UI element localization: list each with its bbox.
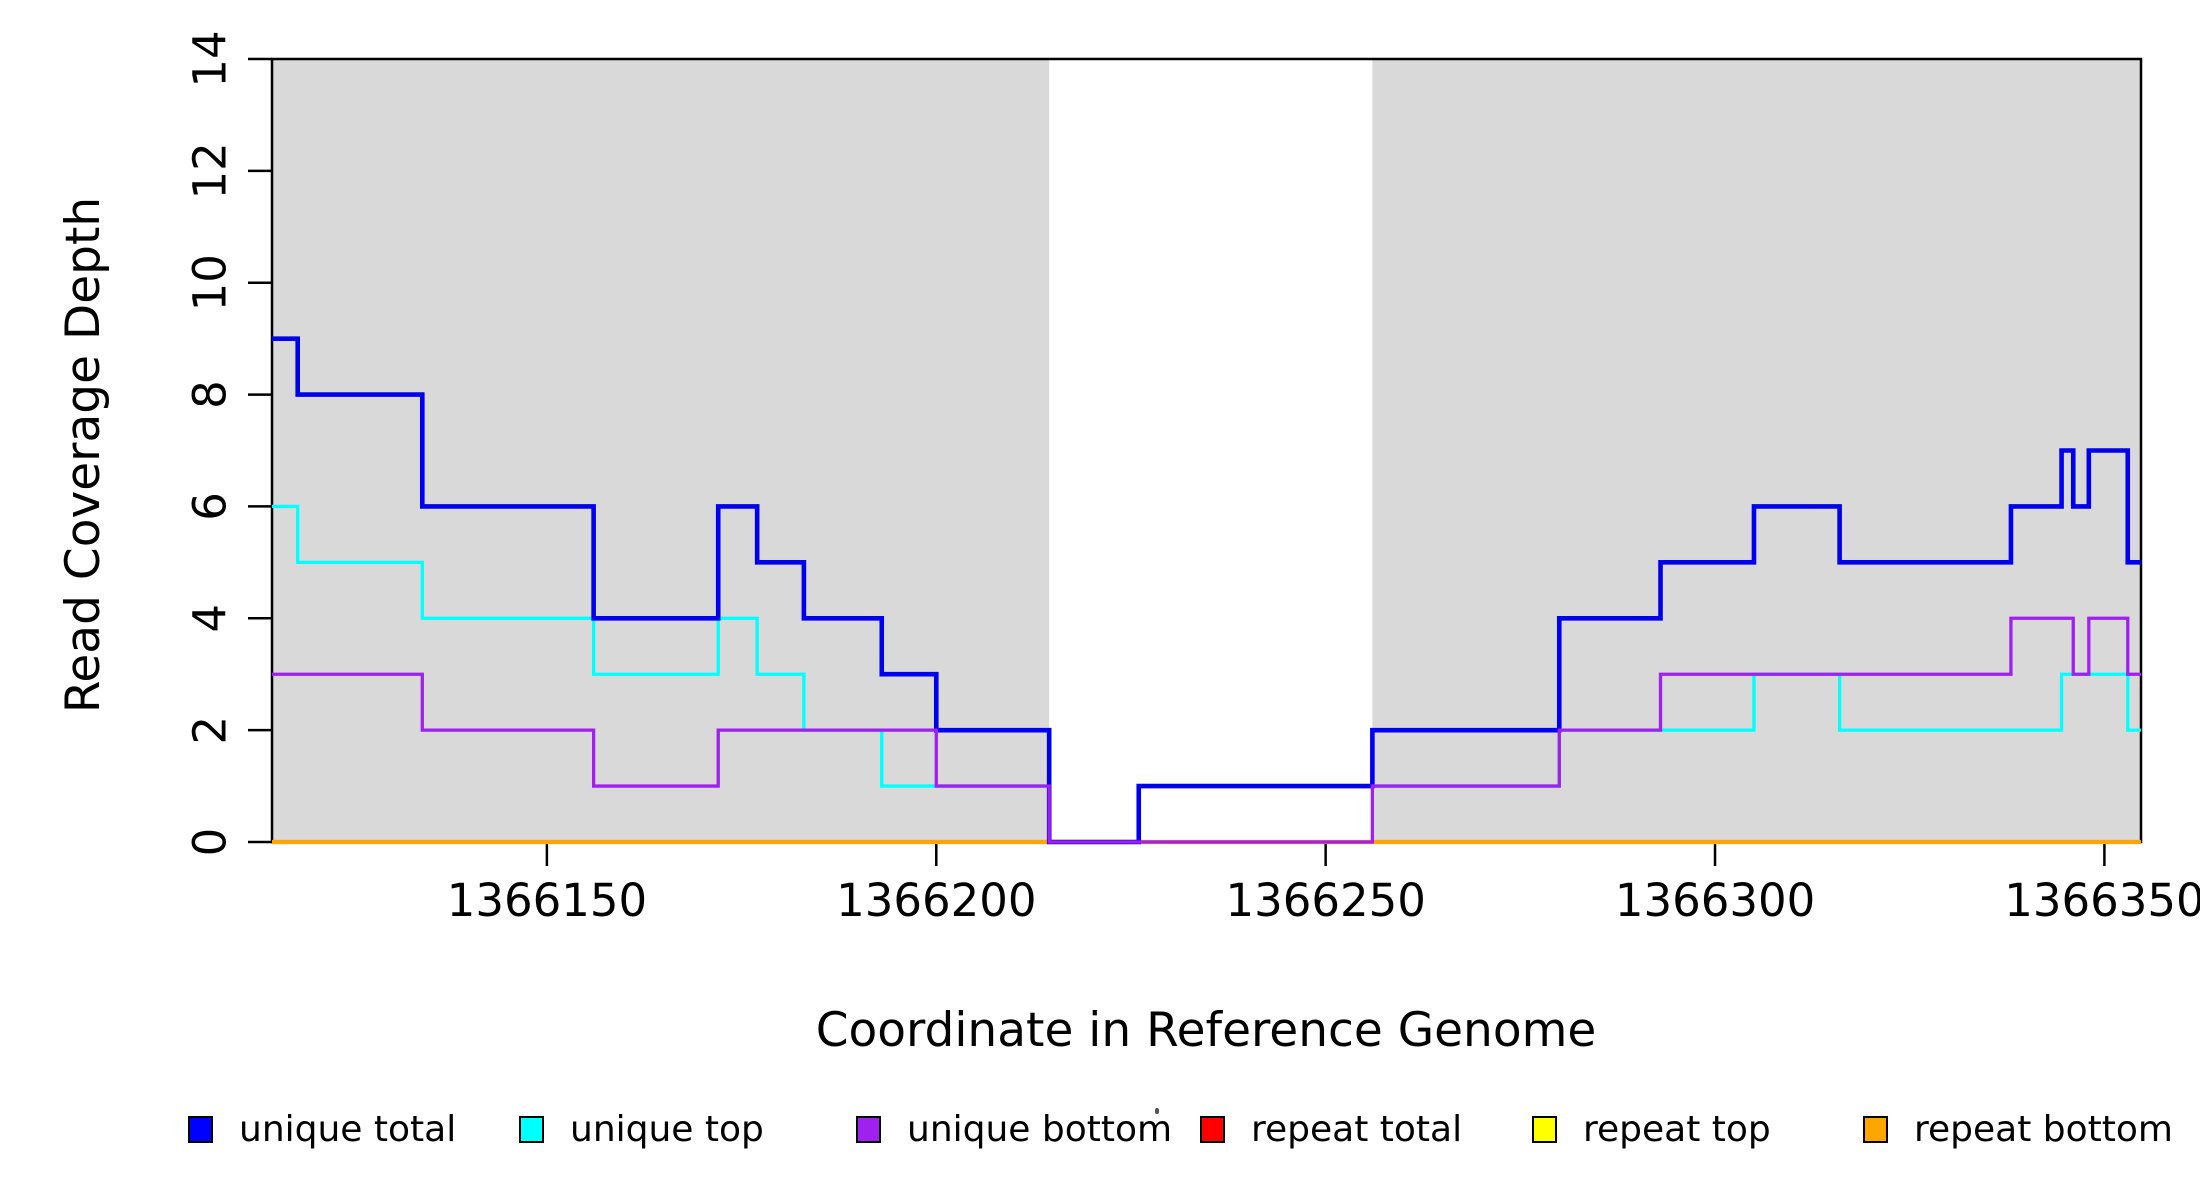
x-tick-label: 1366350 [2004,874,2200,927]
shaded-region [272,59,1050,842]
y-tick-label: 0 [184,828,237,857]
legend-label: unique total [239,1108,457,1150]
y-tick-label: 12 [184,142,237,199]
legend-item-repeat-top: repeat top [1532,1104,1771,1154]
y-tick-label: 8 [184,380,237,409]
legend-item-unique-total: unique total [188,1104,456,1154]
y-tick-label: 10 [184,254,237,311]
repeat-bottom-swatch [1863,1115,1888,1143]
legend-item-repeat-bottom: repeat bottom [1863,1104,2173,1154]
y-tick-label: 14 [184,30,237,87]
legend-label: repeat bottom [1914,1108,2173,1150]
y-tick-label: 6 [184,492,237,521]
repeat-top-swatch [1532,1115,1557,1143]
shaded-region [1372,59,2141,842]
y-tick-label: 4 [184,604,237,633]
unique-bottom-swatch [856,1115,881,1143]
legend-label: repeat top [1583,1108,1771,1150]
legend-item-unique-bottom: unique bottom [856,1104,1172,1154]
unique-top-swatch [519,1115,544,1143]
series-line-unique-total [272,336,2141,845]
series-line-unique-bottom [272,616,2141,844]
legend-label: unique top [570,1108,764,1150]
legend-item-unique-top: unique top [519,1104,764,1154]
legend-label: repeat total [1251,1108,1463,1150]
x-tick-label: 1366300 [1615,874,1815,927]
x-tick-label: 1366150 [447,874,647,927]
y-tick-label: 2 [184,716,237,745]
unique-total-swatch [188,1115,213,1143]
x-axis-title: Coordinate in Reference Genome [815,1003,1597,1058]
legend: unique total unique top unique bottom re… [0,1104,2200,1154]
x-tick-label: 1366250 [1225,874,1425,927]
y-axis-title: Read Coverage Depth [56,196,111,714]
coverage-chart: 1366150 1366200 1366250 1366300 1366350 0 2 4 6 8… [184,30,2200,927]
stray-mark [1155,1108,1159,1114]
legend-label: unique bottom [907,1108,1173,1150]
repeat-total-swatch [1200,1115,1225,1143]
legend-item-repeat-total: repeat total [1200,1104,1462,1154]
x-tick-label: 1366200 [836,874,1036,927]
